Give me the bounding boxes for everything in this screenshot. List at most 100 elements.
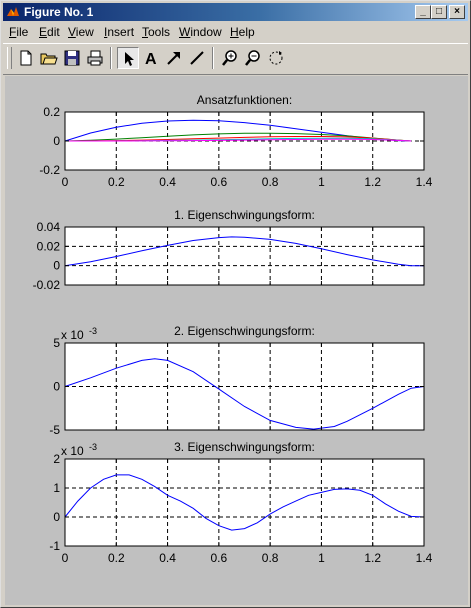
x-tick-label: 1: [318, 175, 325, 189]
y-tick-label: 2: [53, 452, 60, 466]
menu-file-mnemonic: F: [9, 25, 17, 39]
x-tick-label: 0.6: [211, 175, 228, 189]
x-tick-label: 0: [62, 551, 69, 565]
print-icon: [87, 50, 103, 66]
y-tick-label: 0: [53, 380, 60, 394]
axes-title: 3. Eigenschwingungsform:: [174, 440, 315, 454]
y-tick-label: 5: [53, 336, 60, 350]
axes-frame: [64, 458, 425, 547]
window-title: Figure No. 1: [24, 5, 94, 19]
new-file-button[interactable]: [15, 47, 37, 69]
menu-tools[interactable]: Tools: [142, 25, 170, 39]
text-icon: A: [145, 51, 157, 67]
series-line-5: [65, 138, 412, 142]
menu-window-mnemonic: W: [179, 25, 191, 39]
axes-title: Ansatzfunktionen:: [197, 93, 292, 107]
y-tick-label: -1: [49, 539, 60, 553]
matlab-logo-icon: [7, 7, 19, 16]
menu-edit[interactable]: Edit: [39, 25, 60, 39]
insert-arrow-button[interactable]: [163, 47, 185, 69]
menu-insert[interactable]: Insert: [104, 25, 134, 39]
y-exponent-label: x 10: [61, 444, 84, 458]
y-exponent-power: -3: [89, 326, 97, 336]
menu-edit-mnemonic: E: [39, 25, 48, 39]
axes-1: -0.200.20 0.2 0.4 0.6 0.8 1 1.2 1.4Ansatzfunkti…: [39, 93, 432, 189]
menu-insert-mnemonic: I: [104, 25, 108, 39]
x-tick-label: 1.4: [416, 175, 433, 189]
x-tick-label: 0.8: [262, 551, 279, 565]
series-line-1: [64, 236, 424, 267]
menu-view[interactable]: View: [68, 25, 94, 39]
y-tick-label: 0: [53, 259, 60, 273]
menu-help-mnemonic: H: [230, 25, 239, 39]
y-tick-label: 0: [53, 510, 60, 524]
x-tick-label: 1.4: [416, 551, 433, 565]
axes-3: -5 0 5 2. Eigenschwingungsform: x 10 -3: [49, 324, 425, 437]
open-folder-icon: [40, 53, 58, 65]
axes-background: [65, 227, 424, 285]
zoom-out-icon: [245, 50, 260, 66]
print-button[interactable]: [84, 47, 106, 69]
zoom-in-icon: [222, 50, 237, 66]
menu-file-label: ile: [16, 25, 29, 39]
save-icon: [64, 50, 80, 66]
x-tick-label: 0.2: [108, 551, 125, 565]
menu-edit-label: dit: [47, 25, 60, 39]
y-exponent-label: x 10: [61, 328, 84, 342]
maximize-button[interactable]: □: [431, 5, 447, 19]
close-button[interactable]: ×: [449, 5, 465, 19]
menu-view-label: iew: [75, 25, 94, 39]
zoom-out-button[interactable]: [242, 47, 264, 69]
y-tick-label: 0.02: [37, 239, 61, 253]
x-tick-label: 0.2: [108, 175, 125, 189]
insert-line-button[interactable]: [186, 47, 208, 69]
figure-canvas: -0.200.20 0.2 0.4 0.6 0.8 1 1.2 1.4Ansatzfunkti…: [5, 76, 468, 605]
y-tick-label: -0.02: [33, 278, 61, 292]
menu-file[interactable]: File: [9, 25, 28, 39]
line-icon: [190, 51, 204, 65]
menu-tools-mnemonic: T: [142, 25, 148, 39]
x-tick-label: 0: [62, 175, 69, 189]
y-tick-label: -5: [49, 423, 60, 437]
menu-bar: File Edit View Insert Tools Window Help: [3, 22, 468, 41]
menu-help-label: elp: [238, 25, 255, 39]
x-tick-label: 0.4: [159, 551, 176, 565]
axes-background: [65, 343, 424, 430]
select-arrow-icon: [125, 52, 134, 66]
series-line-1: [64, 474, 425, 531]
axes-background: [65, 459, 424, 546]
rotate-button[interactable]: [265, 47, 287, 69]
menu-window-label: indow: [190, 25, 222, 39]
rotate-icon: [269, 51, 283, 65]
toolbar-separator: [110, 47, 112, 69]
axes-title: 1. Eigenschwingungsform:: [174, 208, 315, 222]
save-button[interactable]: [61, 47, 83, 69]
axes-frame: [64, 226, 425, 286]
arrow-icon: [167, 52, 180, 65]
zoom-in-button[interactable]: [219, 47, 241, 69]
menu-window[interactable]: Window: [179, 25, 222, 39]
x-tick-label: 0.8: [262, 175, 279, 189]
minimize-button[interactable]: _: [415, 5, 431, 19]
title-bar[interactable]: Figure No. 1 _ □ ×: [3, 3, 468, 21]
menu-insert-label: nsert: [107, 25, 135, 39]
open-file-button[interactable]: [38, 47, 60, 69]
toolbar-separator: [212, 47, 214, 69]
x-tick-label: 1.2: [364, 175, 381, 189]
y-tick-label: -0.2: [39, 163, 60, 177]
y-exponent-power: -3: [89, 442, 97, 452]
y-tick-label: 1: [53, 481, 60, 495]
new-file-icon: [20, 50, 32, 66]
axes-title: 2. Eigenschwingungsform:: [174, 324, 315, 338]
y-tick-label: 0.04: [37, 220, 61, 234]
toolbar-grip[interactable]: [7, 47, 12, 69]
select-button[interactable]: [117, 47, 139, 69]
toolbar: A: [3, 43, 468, 75]
insert-text-button[interactable]: A: [140, 47, 162, 69]
menu-view-mnemonic: V: [68, 25, 76, 39]
menu-help[interactable]: Help: [230, 25, 255, 39]
text-tool-glyph: A: [145, 51, 157, 67]
series-line-1: [64, 358, 425, 430]
